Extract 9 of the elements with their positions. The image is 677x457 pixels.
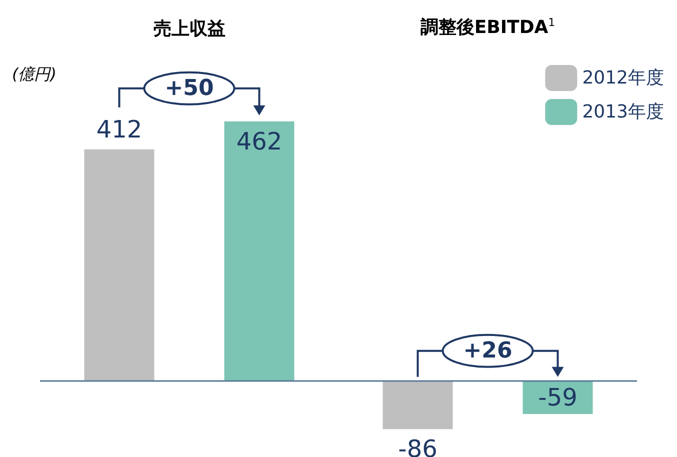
legend-label: 2012年度	[582, 68, 664, 88]
x-tick-label: 売上収益	[153, 18, 226, 40]
y-axis-title: (億円)	[12, 64, 56, 84]
data-label: -59	[538, 383, 578, 412]
annotation: +26	[463, 338, 512, 364]
text: +50	[164, 76, 214, 101]
data-label: 462	[236, 127, 282, 156]
data-label: 412	[96, 115, 142, 144]
legend-label: 2013年度	[582, 102, 664, 122]
